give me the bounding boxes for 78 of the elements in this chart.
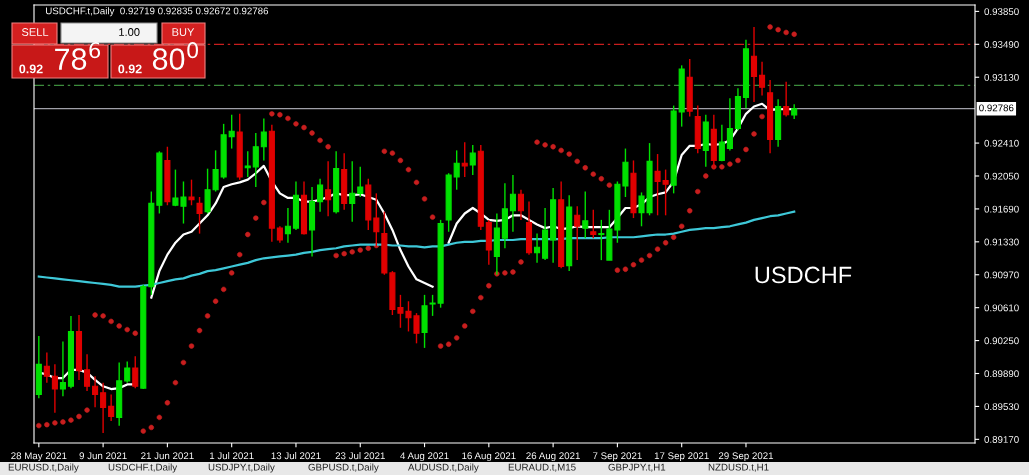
candlestick bbox=[284, 207, 291, 244]
x-tick-label: 21 Jun 2021 bbox=[141, 452, 194, 460]
candlestick bbox=[252, 132, 259, 188]
candlestick bbox=[750, 26, 758, 103]
ref-line-label: 0.92786 bbox=[979, 104, 1014, 112]
candlestick bbox=[196, 196, 203, 235]
x-tick-label: 16 Aug 2021 bbox=[462, 452, 516, 462]
y-tick-label: 0.91330 bbox=[984, 238, 1019, 246]
x-tick-label: 23 Jul 2021 bbox=[335, 452, 385, 460]
annotation: 0.92 bbox=[118, 64, 142, 74]
candlestick bbox=[92, 375, 99, 409]
annotation: 80$^{0}$ bbox=[152, 42, 199, 70]
candlestick bbox=[51, 363, 58, 414]
candlestick bbox=[349, 160, 356, 223]
candlestick bbox=[317, 178, 324, 213]
candlestick bbox=[188, 178, 195, 206]
candlestick bbox=[244, 150, 251, 178]
y-tick-label: 0.93490 bbox=[984, 41, 1019, 48]
candlestick bbox=[108, 393, 115, 422]
y-tick-label: 0.90250 bbox=[984, 337, 1019, 345]
y-tick-label: 0.93130 bbox=[984, 73, 1019, 81]
annotation: BUY bbox=[172, 28, 195, 36]
annotation: 1.00 bbox=[119, 28, 140, 36]
annotation: 78$^{6}$ bbox=[55, 42, 101, 70]
candlestick bbox=[124, 360, 131, 384]
annotation: SELL bbox=[21, 28, 49, 36]
text: USDJPY.t,Daily bbox=[208, 463, 275, 473]
text: AUDUSD.t,Daily bbox=[408, 463, 479, 473]
annotation: 0.92 bbox=[19, 64, 43, 74]
y-tick-label: 0.89170 bbox=[984, 436, 1019, 443]
candlestick bbox=[582, 190, 589, 239]
x-tick-label: 7 Sep 2021 bbox=[593, 452, 642, 462]
candlestick bbox=[461, 141, 468, 178]
candlestick bbox=[132, 355, 139, 389]
y-tick-label: 0.90970 bbox=[984, 271, 1019, 279]
candlestick bbox=[533, 232, 541, 264]
candlestick bbox=[228, 114, 235, 150]
candlestick bbox=[325, 160, 332, 217]
x-tick-label: 4 Aug 2021 bbox=[400, 452, 449, 462]
y-tick-label: 0.92410 bbox=[984, 139, 1019, 147]
annotation: USDCHF bbox=[755, 266, 852, 284]
x-tick-label: 26 Aug 2021 bbox=[526, 452, 580, 462]
y-tick-label: 0.92050 bbox=[984, 172, 1019, 180]
candlestick bbox=[517, 189, 525, 221]
candlestick bbox=[260, 117, 267, 162]
candlestick bbox=[100, 381, 107, 434]
chart-title: USDCHF.t,Daily 0.92719 0.92835 0.92672 0.92786 bbox=[46, 7, 269, 17]
text: GBPUSD.t,Daily bbox=[308, 463, 379, 473]
y-tick-label: 0.89530 bbox=[984, 403, 1019, 411]
candlestick bbox=[590, 209, 597, 239]
y-tick-label: 0.93850 bbox=[984, 8, 1019, 16]
text: EURAUD.t,M15 bbox=[508, 463, 576, 472]
candlestick bbox=[453, 149, 460, 191]
candlestick bbox=[726, 97, 733, 152]
x-tick-label: 28 May 2021 bbox=[11, 452, 67, 462]
candlestick bbox=[83, 353, 91, 392]
candlestick bbox=[598, 219, 605, 261]
x-tick-label: 9 Jun 2021 bbox=[79, 452, 127, 460]
text: EURUSD.t,Daily bbox=[8, 463, 79, 473]
candlestick bbox=[718, 124, 725, 163]
y-tick-label: 0.89890 bbox=[984, 370, 1019, 378]
x-tick-label: 29 Sep 2021 bbox=[718, 452, 774, 462]
y-tick-label: 0.90610 bbox=[984, 304, 1019, 312]
candlestick bbox=[469, 144, 476, 176]
x-tick-label: 1 Jul 2021 bbox=[209, 452, 254, 460]
candlestick bbox=[783, 81, 790, 118]
candlestick bbox=[357, 166, 364, 198]
candlestick bbox=[43, 351, 50, 384]
candlestick bbox=[509, 174, 516, 233]
candlestick bbox=[574, 205, 581, 261]
x-tick-label: 13 Jul 2021 bbox=[271, 452, 321, 460]
y-tick-label: 0.91690 bbox=[984, 205, 1019, 213]
text: GBPJPY.t,H1 bbox=[608, 463, 666, 472]
x-tick-label: 17 Sep 2021 bbox=[654, 452, 709, 462]
text: USDCHF.t,Daily bbox=[108, 463, 178, 473]
text: NZDUSD.t,H1 bbox=[708, 463, 769, 472]
candlestick bbox=[759, 60, 766, 97]
candlestick bbox=[59, 340, 66, 398]
